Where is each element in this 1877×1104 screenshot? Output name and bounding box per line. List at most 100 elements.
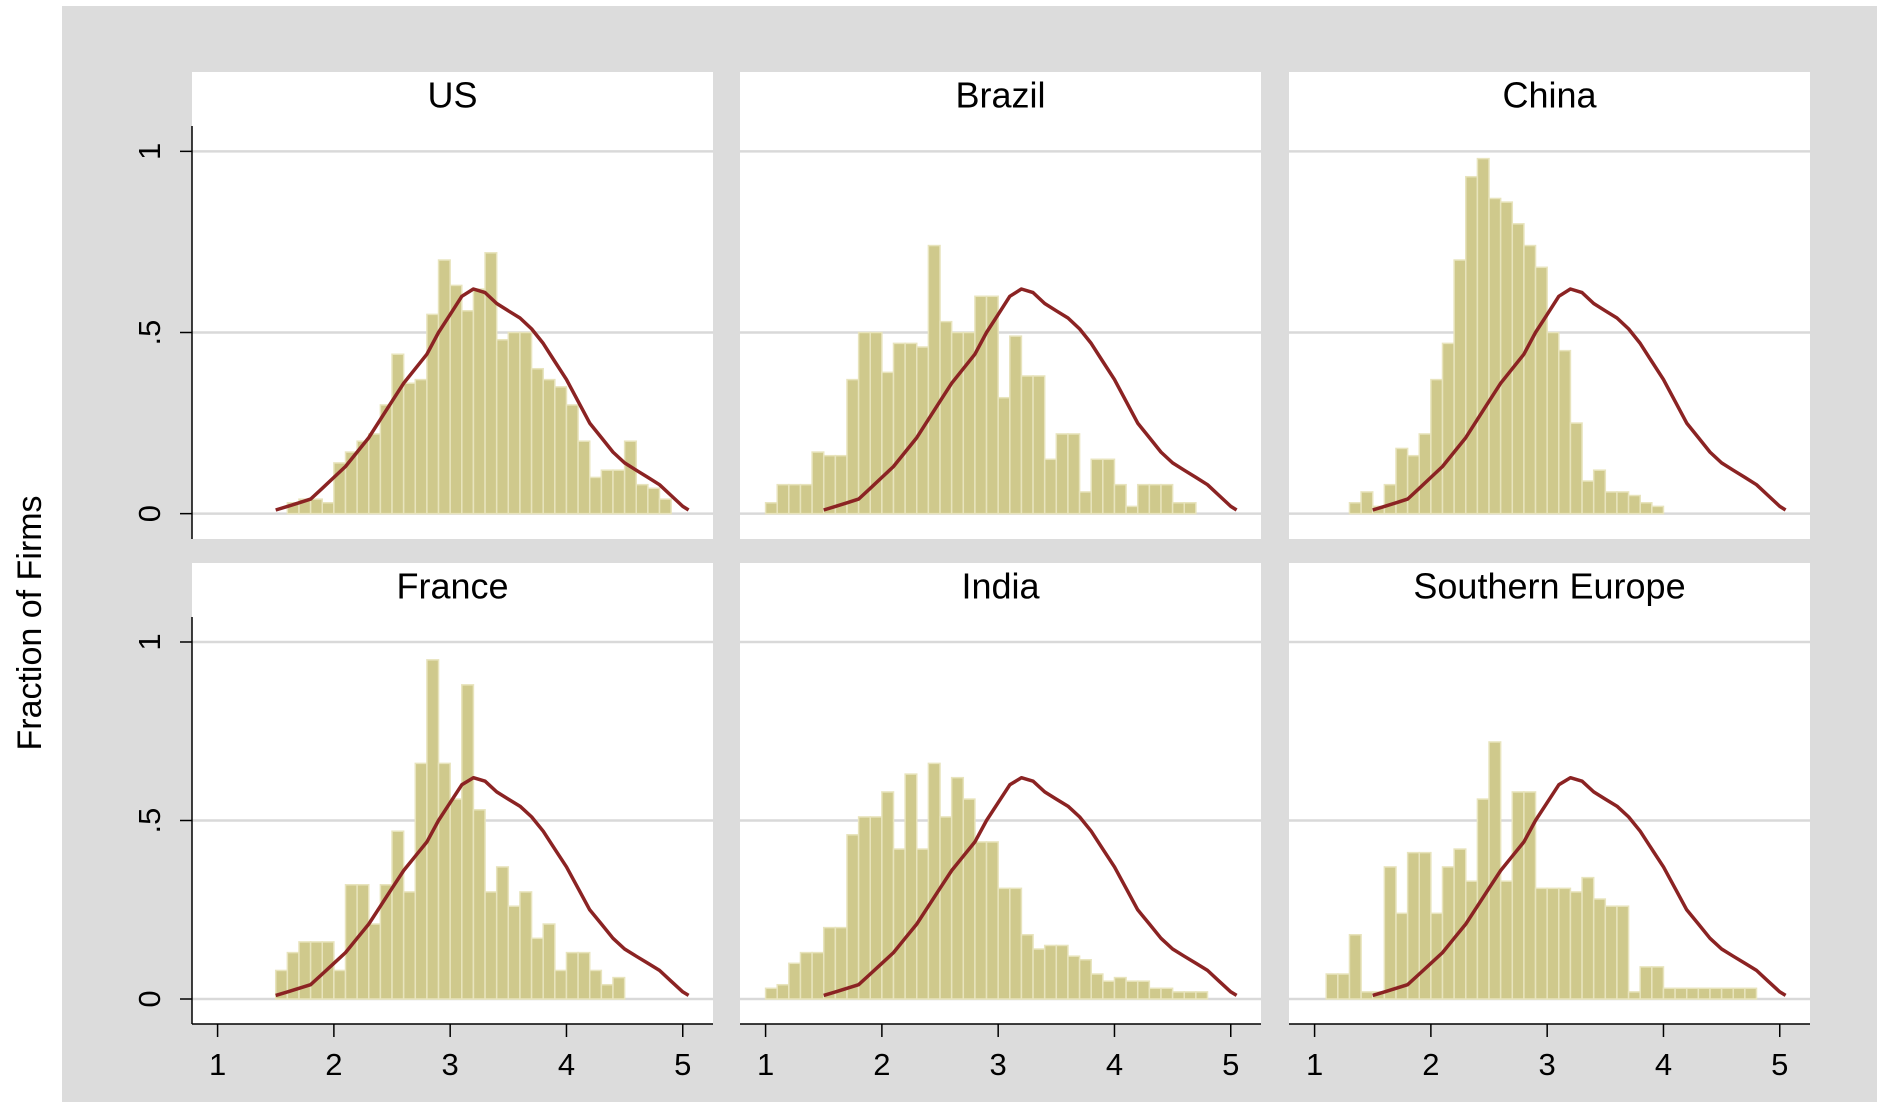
bar	[577, 440, 591, 515]
bar	[368, 433, 382, 515]
bar	[846, 834, 860, 1000]
bar	[658, 498, 672, 515]
bar	[939, 320, 953, 515]
bar	[1067, 433, 1081, 515]
bar	[1534, 887, 1548, 1000]
bar	[764, 987, 778, 1000]
bar	[519, 331, 533, 515]
bar	[950, 331, 965, 515]
bar	[1592, 898, 1607, 1000]
bar	[1067, 955, 1081, 1000]
bar	[507, 905, 521, 1000]
bar	[764, 502, 778, 515]
x-tick-label: 2	[1422, 1047, 1439, 1082]
bar	[1102, 458, 1116, 515]
bar	[333, 969, 347, 1000]
y-tick-label: .5	[132, 808, 167, 834]
bar	[1160, 987, 1174, 1000]
bar	[461, 310, 475, 515]
bar	[1032, 375, 1046, 515]
bar	[1546, 887, 1560, 1000]
x-tick-label: 1	[1306, 1047, 1323, 1082]
bar	[1499, 201, 1514, 515]
bar	[1102, 980, 1116, 1000]
bar	[449, 798, 463, 1000]
bar	[495, 338, 510, 515]
bar	[1032, 948, 1046, 1000]
bar	[1055, 944, 1069, 1000]
bar	[1009, 887, 1023, 1000]
density-line	[1372, 775, 1787, 998]
bar	[449, 284, 463, 515]
bar	[309, 498, 324, 515]
bar	[1360, 991, 1374, 1000]
bar	[1148, 987, 1162, 1000]
bar	[565, 404, 579, 515]
bar	[927, 762, 941, 1000]
x-tick-label: 5	[1771, 1047, 1788, 1082]
density-line	[1372, 287, 1787, 512]
bar	[1720, 987, 1734, 1000]
bar	[1581, 876, 1595, 1000]
x-tick-label: 2	[325, 1047, 342, 1082]
bar	[1325, 973, 1339, 1000]
panel-title: US	[427, 75, 477, 116]
panel-title: India	[961, 566, 1040, 607]
bar	[588, 476, 603, 515]
bar	[822, 454, 837, 515]
bar	[846, 378, 860, 515]
bar	[927, 244, 941, 515]
bar	[647, 487, 661, 515]
bar	[1604, 905, 1618, 1000]
bar	[1651, 966, 1665, 1000]
bar	[1453, 259, 1467, 515]
bar	[1125, 505, 1139, 515]
x-tick-label: 4	[1655, 1047, 1672, 1082]
bar	[391, 353, 405, 515]
bar	[554, 969, 568, 1000]
x-tick-label: 4	[558, 1047, 575, 1082]
bar	[1639, 502, 1653, 515]
y-tick-label: .5	[132, 320, 167, 346]
bar	[1569, 891, 1583, 1000]
bar	[1136, 980, 1151, 1000]
x-tick-label: 1	[209, 1047, 226, 1082]
bar	[1476, 157, 1490, 515]
bar	[1558, 349, 1572, 515]
bar	[414, 378, 428, 515]
bar	[1511, 791, 1525, 1000]
bar	[472, 809, 486, 1000]
bar	[565, 951, 579, 1000]
bar	[495, 866, 510, 1000]
bar	[985, 841, 999, 1000]
bar	[1348, 933, 1362, 1000]
bar	[1078, 491, 1092, 515]
bar	[554, 386, 568, 515]
y-tick-label: 1	[132, 633, 167, 650]
bar	[484, 891, 498, 1000]
bar	[519, 891, 533, 1000]
bar	[1418, 433, 1432, 515]
bar	[1160, 483, 1174, 515]
bar	[1430, 378, 1444, 515]
x-tick-label: 3	[442, 1047, 459, 1082]
bar	[1558, 887, 1572, 1000]
bar	[1465, 175, 1479, 515]
x-tick-label: 3	[990, 1047, 1007, 1082]
bar	[1348, 502, 1362, 515]
bar	[1171, 991, 1185, 1000]
bar	[1651, 505, 1665, 515]
bar	[776, 483, 790, 515]
bar	[1534, 266, 1548, 515]
bar	[1383, 483, 1397, 515]
bar	[321, 502, 335, 515]
bar	[811, 451, 825, 515]
bar	[962, 798, 976, 1000]
bar	[822, 926, 837, 1000]
bar	[1465, 880, 1479, 1000]
bar	[974, 841, 988, 1000]
bar	[904, 342, 918, 515]
bar	[1148, 483, 1162, 515]
bar	[542, 923, 556, 1000]
